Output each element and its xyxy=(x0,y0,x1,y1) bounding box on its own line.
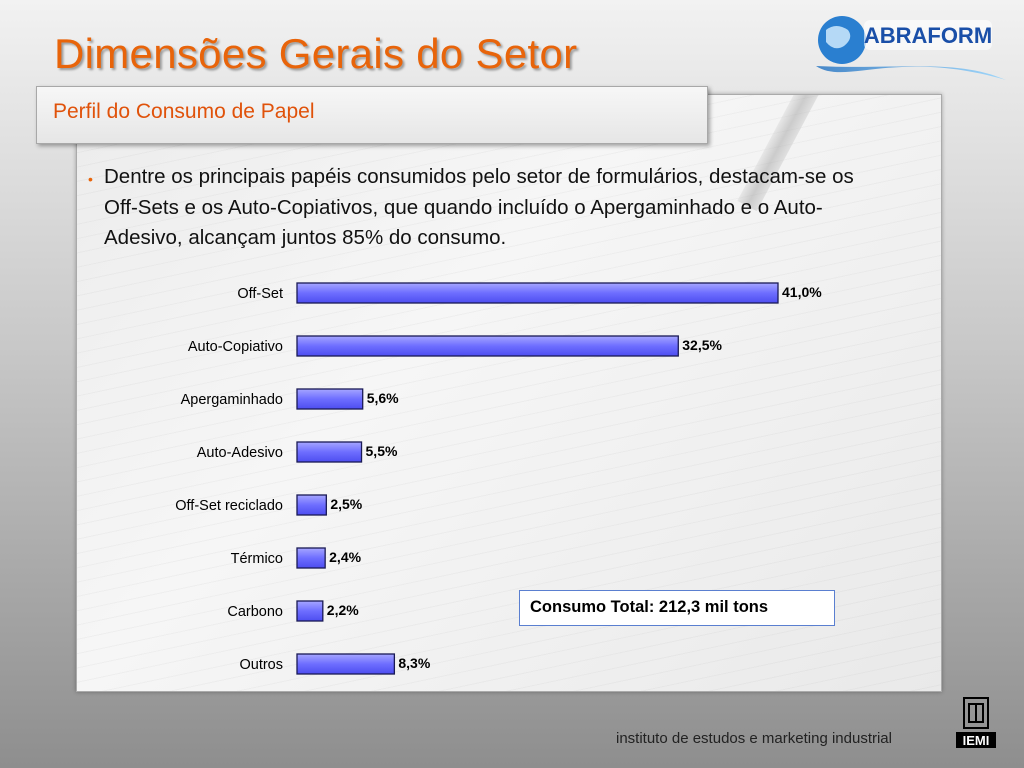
subtitle-box: Perfil do Consumo de Papel xyxy=(36,86,708,144)
abraform-logo: ABRAFORM xyxy=(816,16,1006,80)
abraform-logo-text: ABRAFORM xyxy=(864,23,992,48)
bullet-text: Dentre os principais papéis consumidos p… xyxy=(104,165,854,249)
footer-text: instituto de estudos e marketing industr… xyxy=(616,730,892,747)
page-subtitle: Perfil do Consumo de Papel xyxy=(53,100,315,123)
total-consumption-box: Consumo Total: 212,3 mil tons xyxy=(519,590,835,626)
page-title: Dimensões Gerais do Setor xyxy=(54,30,578,77)
total-consumption-text: Consumo Total: 212,3 mil tons xyxy=(530,598,769,616)
bullet-icon: • xyxy=(88,171,93,187)
bullet-paragraph: • Dentre os principais papéis consumidos… xyxy=(88,162,878,254)
iemi-logo: IEMI xyxy=(956,697,996,748)
iemi-logo-text: IEMI xyxy=(963,733,990,748)
